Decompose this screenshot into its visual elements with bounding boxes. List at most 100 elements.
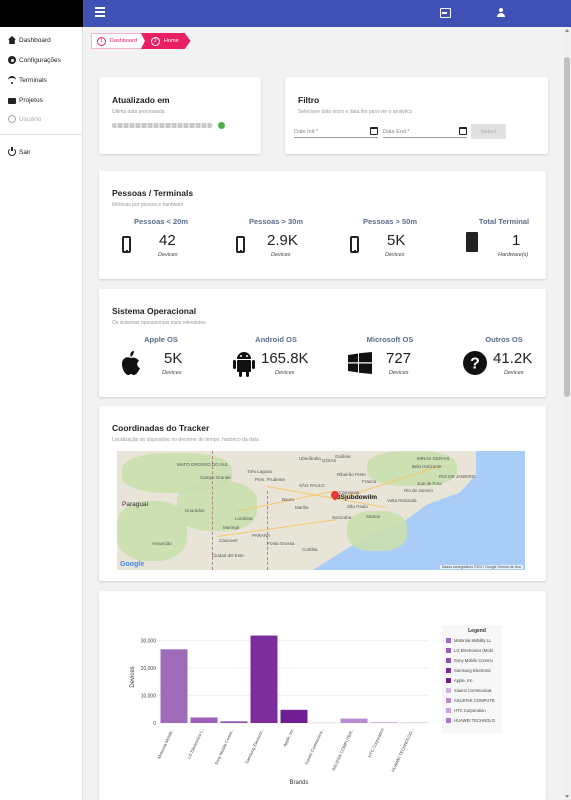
calendar-icon[interactable] (459, 127, 467, 135)
map-vegetation (347, 511, 407, 551)
stat-unit: Devices (271, 252, 291, 258)
scroll-up-icon[interactable] (565, 29, 569, 32)
chart-x-ticks: Motorola Mobilit... LG Electronics (... So… (156, 727, 414, 773)
stat-pessoas-30m: Pessoas > 30m 2.9K Devices (216, 217, 336, 267)
x-tick-label: Motorola Mobilit... (156, 727, 174, 759)
x-tick-label: Xiaomi Communica... (304, 727, 325, 765)
pin-label: 3Sjubdowilm (337, 494, 378, 501)
legend-item[interactable]: LG Electronics (Mobi (454, 648, 493, 653)
map-label: Dourados (185, 508, 205, 513)
legend-item[interactable]: Motorola Mobility LL (454, 638, 492, 643)
card-subtitle: Os sistemas operacionais mais relevantes (112, 320, 206, 326)
x-tick-label: LG Electronics (... (186, 727, 205, 759)
stat-label: Pessoas > 30m (249, 217, 303, 226)
map-label: Bauru (282, 497, 295, 502)
sidebar-item-terminals[interactable]: Terminals (8, 74, 47, 86)
card-title: Pessoas / Terminals (112, 188, 194, 198)
sidebar-item-sair[interactable]: Sair (8, 146, 31, 158)
wifi-icon (8, 76, 16, 84)
legend-box (442, 625, 502, 733)
card-subtitle: Localização do dispositivo no decorrer d… (112, 437, 259, 443)
card-subtitle: Última data processada (112, 109, 165, 115)
chart-bar[interactable] (190, 717, 218, 724)
chart-bar[interactable] (370, 722, 398, 723)
y-tick-label: 30,000 (141, 639, 157, 645)
chart-bar[interactable] (250, 635, 278, 723)
select-button[interactable]: Select (471, 124, 506, 139)
x-tick-label: HTC Corporation (367, 727, 385, 758)
map-label: Volta Redonda (387, 498, 417, 503)
stat-unit: Devices (389, 370, 409, 376)
legend-swatch (446, 708, 451, 713)
stat-unit: Devices (158, 252, 178, 258)
map-attribution[interactable]: Dados cartográficos ©2017 Google Termos … (439, 565, 523, 569)
chart-bar[interactable] (340, 718, 368, 723)
legend-swatch (446, 698, 451, 703)
y-tick-label: 20,000 (141, 666, 157, 672)
map-label: Juiz de Fora (417, 481, 442, 486)
breadcrumb-dashboard[interactable]: 1 Dashboard (91, 33, 145, 49)
start-date-field[interactable]: Date Init * (294, 125, 378, 138)
legend-item[interactable]: Sony Mobile Commu (454, 658, 494, 663)
map-label: Campo Grande (200, 475, 231, 480)
sidebar-item-dashboard[interactable]: Dashboard (8, 34, 51, 46)
map-label: Pres. Prudente (255, 477, 286, 482)
breadcrumb-home[interactable]: 2 Home (140, 33, 191, 49)
map-label: SÃO PAULO (299, 483, 325, 488)
chart-bar[interactable] (280, 709, 308, 723)
legend-item[interactable]: HUAWEI TECHNOLO (454, 718, 496, 723)
stat-value: 165.8K (261, 350, 309, 367)
map-vegetation (177, 481, 257, 531)
folder-icon (8, 98, 16, 104)
chart-bars (160, 635, 428, 724)
sidebar-item-projetos[interactable]: Projetos (8, 94, 43, 106)
x-tick-label: Sony Mobile Comm... (213, 727, 234, 765)
map-label: PARANÁ (252, 533, 271, 538)
legend-item[interactable]: Samsung Electronic (454, 668, 491, 673)
map-label: Maringá (223, 525, 240, 530)
page-scrollbar[interactable] (563, 27, 571, 800)
chart-legend: Legend Motorola Mobility LL LG Electronics… (442, 625, 502, 733)
legend-swatch (446, 678, 451, 683)
scrollbar-thumb[interactable] (564, 57, 570, 397)
legend-item[interactable]: HTC Corporation (454, 708, 486, 713)
sidebar-item-label: Projetos (19, 96, 43, 104)
stat-label: Microsoft OS (366, 335, 414, 344)
legend-item[interactable]: ASUSTeK COMPUTE (454, 698, 495, 703)
end-date-field[interactable]: Data End * (383, 125, 467, 138)
stat-label: Pessoas < 20m (134, 217, 188, 226)
tracker-map[interactable]: MATO GROSSO DO SUL GOIÁS MINAS GERAIS SÃ… (117, 451, 525, 570)
svg-text:?: ? (470, 356, 480, 373)
calendar-icon[interactable] (370, 127, 378, 135)
os-card: Sistema Operacional Os sistemas operacio… (99, 289, 546, 397)
exit-icon[interactable] (440, 8, 451, 18)
card-title: Filtro (298, 95, 320, 105)
y-tick-label: 10,000 (141, 694, 157, 700)
sidebar-item-usuario: Usuário (8, 113, 41, 125)
tracker-card: Coordinadas do Tracker Localização do di… (99, 406, 546, 581)
map-label: Cascavel (219, 538, 238, 543)
question-icon: ? (463, 351, 487, 375)
scroll-down-icon[interactable] (565, 795, 569, 798)
sidebar-item-label: Usuário (19, 115, 42, 123)
stat-value: 5K (164, 350, 183, 367)
chart-bar[interactable] (220, 721, 248, 723)
app-logo-area (0, 0, 83, 27)
chart-bar[interactable] (160, 649, 188, 723)
sidebar: Dashboard Configurações Terminals Projet… (0, 27, 83, 800)
legend-item[interactable]: Xiaomi Communicat (454, 688, 492, 693)
account-icon[interactable] (496, 8, 506, 18)
stat-pessoas-50m: Pessoas > 50m 5K Devices (330, 217, 450, 267)
stat-unit: Devices (275, 370, 295, 376)
brands-chart-card: 0 10,000 20,000 30,000 Motorola Mobilit... L… (99, 591, 546, 800)
sidebar-item-label: Dashboard (19, 36, 51, 44)
windows-icon (348, 352, 372, 374)
map-label: Santos (366, 514, 381, 519)
map-label: Assunção (152, 541, 172, 546)
stat-pessoas-20m: Pessoas < 20m 42 Devices (101, 217, 221, 267)
map-vegetation (367, 451, 457, 486)
menu-icon[interactable] (95, 7, 105, 17)
legend-item[interactable]: Apple, Inc. (454, 678, 474, 683)
sidebar-item-configuracoes[interactable]: Configurações (8, 54, 61, 66)
phone-icon (236, 236, 245, 253)
